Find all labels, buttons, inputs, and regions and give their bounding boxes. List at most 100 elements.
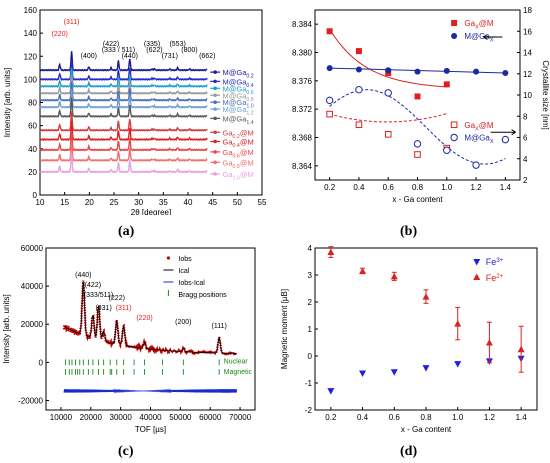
a-x-tick-label: 40 bbox=[184, 198, 193, 207]
caption-a: (a) bbox=[118, 224, 135, 239]
b-data-point bbox=[355, 121, 363, 129]
a-series-line bbox=[39, 111, 208, 132]
d-x-tick-label: 1.2 bbox=[484, 413, 496, 422]
a-legend-marker bbox=[213, 79, 217, 84]
a-x-tick-label: 25 bbox=[110, 198, 119, 207]
d-data-point bbox=[390, 272, 398, 280]
a-legend-marker bbox=[213, 150, 217, 154]
d-x-tick-label: 0.6 bbox=[389, 413, 401, 422]
c-legend-label: Iobs bbox=[178, 256, 192, 263]
caption-b: (b) bbox=[400, 224, 418, 239]
b-legend-label: GaX@M bbox=[464, 121, 494, 133]
d-data-point bbox=[359, 370, 367, 378]
d-x-tick-label: 0.8 bbox=[420, 413, 432, 422]
c-peak-label: (311) bbox=[116, 305, 132, 312]
a-legend-marker bbox=[213, 160, 217, 165]
xrd-pattern-chart: 10 15 20 25 30 35 40 45 50 55 0 20 40 60 80 100 120 140 16… bbox=[3, 6, 267, 215]
b-data-point bbox=[502, 70, 509, 77]
d-data-point bbox=[327, 248, 335, 256]
b-data-point bbox=[325, 96, 334, 105]
d-data-point bbox=[327, 388, 335, 395]
a-series-line bbox=[39, 120, 208, 142]
a-legend-marker bbox=[213, 86, 217, 91]
b-y-tick-label: 8.372 bbox=[292, 105, 313, 114]
a-series-line bbox=[39, 88, 208, 109]
d-plot-frame bbox=[314, 247, 538, 411]
c-peak-label: (422) bbox=[85, 282, 101, 289]
b-y2-tick-label: 12 bbox=[523, 70, 532, 79]
d-legend-label: Fe3+ bbox=[486, 257, 504, 267]
a-y-tick-label: 20 bbox=[28, 168, 37, 177]
b-x-tick-label: 1.0 bbox=[441, 183, 453, 192]
a-x-tick-label: 10 bbox=[36, 198, 45, 207]
b-data-point bbox=[384, 89, 392, 97]
a-y-tick-label: 40 bbox=[28, 145, 37, 154]
a-peak-label: (220) bbox=[52, 31, 68, 38]
d-data-point bbox=[422, 293, 430, 300]
c-y-tick-label: 20000 bbox=[21, 320, 44, 329]
b-y2-tick-label: 18 bbox=[523, 6, 532, 15]
a-peak-label: (800) bbox=[181, 47, 197, 54]
a-legend-label: Ga0.6@M bbox=[223, 148, 254, 160]
a-y-tick-label: 0 bbox=[33, 191, 38, 200]
c-peak-label: (440) bbox=[75, 272, 91, 279]
b-fit-line bbox=[329, 28, 447, 88]
b-legend-marker bbox=[450, 121, 458, 129]
c-y-tick-label: 40000 bbox=[21, 282, 44, 291]
a-series-line bbox=[39, 131, 208, 152]
b-data-point bbox=[472, 161, 480, 169]
a-legend-marker bbox=[213, 172, 217, 176]
a-legend-label: M@Ga0.4 bbox=[223, 77, 254, 89]
b-data-point bbox=[355, 48, 362, 55]
c-x-tick-label: 40000 bbox=[139, 413, 162, 422]
a-legend-marker bbox=[213, 116, 217, 121]
b-y-tick-label: 8.376 bbox=[292, 77, 313, 86]
b-data-point bbox=[414, 68, 421, 75]
a-legend-label: M@Ga0.2 bbox=[223, 68, 254, 80]
a-peak-label: (731) bbox=[162, 53, 178, 60]
b-y2-tick-label: 14 bbox=[523, 49, 532, 58]
b-data-point bbox=[326, 65, 333, 72]
a-series-line bbox=[39, 142, 208, 162]
a-series-line bbox=[39, 67, 208, 88]
b-data-point bbox=[414, 93, 421, 100]
a-series-line bbox=[39, 153, 208, 174]
d-y-tick-label: 3 bbox=[308, 271, 313, 280]
d-y-tick-label: -2 bbox=[305, 406, 313, 415]
d-data-point bbox=[390, 369, 398, 376]
a-series-line bbox=[39, 75, 208, 95]
d-data-point bbox=[454, 320, 462, 327]
a-peak-label: (422) bbox=[103, 41, 119, 48]
b-x-tick-label: 0.2 bbox=[324, 183, 336, 192]
b-x-tick-label: 1.4 bbox=[500, 183, 512, 192]
caption-c: (c) bbox=[118, 444, 134, 459]
a-x-tick-label: 55 bbox=[258, 198, 267, 207]
b-data-point bbox=[501, 135, 510, 144]
a-peak-label: (622) bbox=[146, 47, 162, 54]
b-axis-arrow bbox=[490, 129, 516, 136]
b-y2-tick-label: 4 bbox=[523, 155, 528, 164]
a-legend-marker bbox=[213, 100, 217, 104]
b-data-point bbox=[413, 140, 422, 148]
d-y-tick-label: 2 bbox=[308, 298, 313, 307]
d-x-tick-label: 1.4 bbox=[516, 413, 528, 422]
caption-d: (d) bbox=[400, 444, 418, 459]
c-x-axis-label: TOF [µs] bbox=[135, 425, 166, 434]
b-x-axis-label: x - Ga content bbox=[392, 195, 443, 204]
b-x-tick-label: 0.4 bbox=[353, 183, 365, 192]
d-y-axis-label: Magnetic moment [µB] bbox=[280, 289, 289, 369]
b-data-point bbox=[326, 28, 333, 35]
c-bragg-row-label: Nuclear bbox=[224, 358, 249, 365]
a-y-tick-label: 100 bbox=[24, 75, 38, 84]
c-peak-label: (111) bbox=[212, 323, 227, 330]
a-series-line bbox=[39, 51, 208, 72]
c-calculated-line bbox=[63, 281, 237, 354]
c-y-tick-label: 0 bbox=[39, 358, 44, 367]
a-legend-label: Ga0.8@M bbox=[223, 158, 254, 170]
a-y-tick-label: 80 bbox=[28, 99, 37, 108]
a-legend-marker bbox=[213, 107, 217, 111]
d-x-tick-label: 1.0 bbox=[452, 413, 464, 422]
a-legend-label: M@Ga0.6 bbox=[223, 84, 254, 96]
b-legend-label: M@GaX bbox=[464, 32, 493, 44]
d-y-tick-label: 0 bbox=[308, 352, 313, 361]
